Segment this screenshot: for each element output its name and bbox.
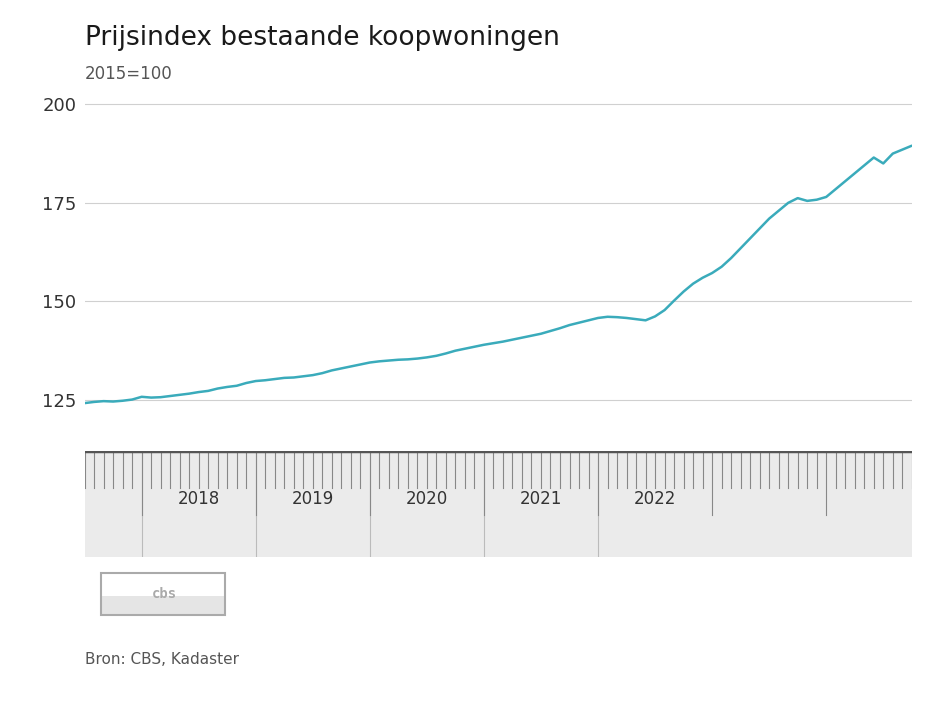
Text: 2019: 2019 xyxy=(291,490,334,508)
Text: Bron: CBS, Kadaster: Bron: CBS, Kadaster xyxy=(85,652,239,667)
Text: 2015=100: 2015=100 xyxy=(85,65,172,83)
Text: 2022: 2022 xyxy=(634,490,676,508)
Text: Prijsindex bestaande koopwoningen: Prijsindex bestaande koopwoningen xyxy=(85,25,559,51)
Text: cbs: cbs xyxy=(152,587,178,601)
Text: 2021: 2021 xyxy=(520,490,562,508)
Text: 2018: 2018 xyxy=(178,490,220,508)
Text: 2020: 2020 xyxy=(406,490,448,508)
FancyBboxPatch shape xyxy=(102,596,226,615)
